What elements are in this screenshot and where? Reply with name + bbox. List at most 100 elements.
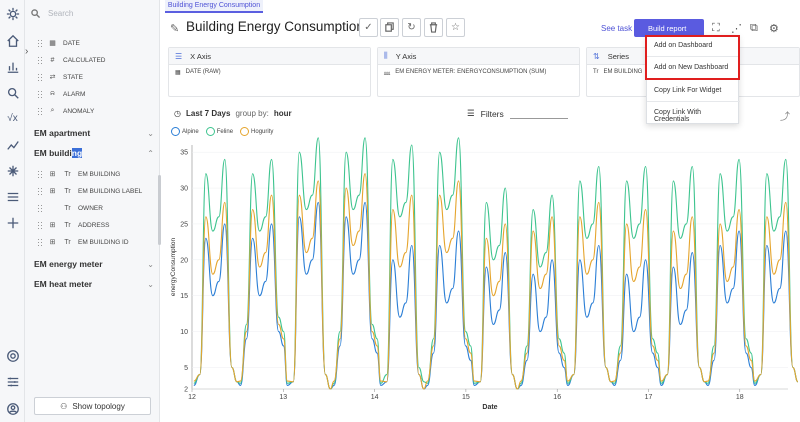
clock-icon: ◷ [174,109,181,118]
see-task-link[interactable]: See task [601,24,633,33]
filter-input-underline[interactable] [509,118,568,119]
y-tick-label: 10 [180,329,188,336]
legend-item-hogurity[interactable]: Hogurity [240,127,273,136]
drag-handle-icon[interactable] [37,73,43,81]
copy-button[interactable] [380,18,399,37]
y-tick-label: 2 [184,387,188,394]
columns-icon: ⫼ [384,51,388,60]
icon-rail: √x [0,0,25,422]
field-em-building[interactable]: ⊞ Tr EM BUILDING [37,166,167,182]
drag-handle-icon[interactable] [37,187,43,195]
text-type-icon: Tr [64,170,71,178]
field-alarm[interactable]: ⍾ ALARM [37,86,167,102]
expand-icon[interactable]: ⊞ [49,171,56,178]
x-tick-label: 18 [736,394,744,401]
drag-handle-icon[interactable] [37,39,43,47]
drag-handle-icon[interactable] [37,170,43,178]
user-icon[interactable] [4,400,21,417]
drag-handle-icon[interactable] [37,238,43,246]
settings-icon[interactable] [4,347,21,364]
field-em-building-id[interactable]: ⊞ Tr EM BUILDING ID [37,234,167,250]
text-type-icon: Tr [593,69,599,75]
filter-icon: ☰ [467,108,475,118]
menu-item-add-on-new-dashboard[interactable]: Add on New Dashboard [654,64,729,71]
x-axis-panel[interactable]: ☰ X Axis ▦ DATE (RAW) [168,47,371,97]
field-state[interactable]: ⇄ STATE [37,69,167,85]
group-em-heat-meter[interactable]: EM heat meter ⌄ [34,279,154,289]
series-icon: ⇅ [593,51,600,61]
x-tick-label: 15 [462,394,470,401]
clone-icon[interactable]: ⧉ [750,22,758,34]
sidebar-scrollbar[interactable] [158,175,161,245]
drag-handle-icon[interactable] [37,221,43,229]
refresh-icon: ↻ [407,22,416,33]
drag-handle-icon[interactable] [37,90,43,98]
field-em-building-label[interactable]: ⊞ Tr EM BUILDING LABEL [37,183,167,199]
series-line-hogurity [193,173,799,390]
show-topology-button[interactable]: ⚇ Show topology [34,397,151,415]
expand-icon[interactable]: ⊞ [49,222,56,229]
group-em-energy-meter[interactable]: EM energy meter ⌄ [34,259,154,269]
time-range-selector[interactable]: ◷ Last 7 Days group by: hour [174,109,292,118]
chevron-up-icon[interactable]: ⌃ [147,148,154,158]
search-box[interactable]: Search [31,6,151,20]
x-tick-label: 16 [553,394,561,401]
page-title[interactable]: Building Energy Consumption [186,19,364,34]
search-placeholder: Search [48,8,74,18]
share-icon[interactable]: ⋰ [731,23,742,35]
expand-icon[interactable]: ⊞ [49,239,56,246]
text-type-icon: Tr [64,238,71,246]
chevron-down-icon[interactable]: ⌄ [147,259,154,269]
field-date[interactable]: ▦ DATE [37,35,167,51]
search-icon [31,8,40,18]
group-em-apartment[interactable]: EM apartment ⌄ [34,128,154,138]
data-model-panel: Search › ▦ DATE # CALCULATED ⇄ STATE ⍾ A… [25,0,160,422]
field-anomaly[interactable]: ⌕ ANOMALY [37,103,167,119]
drag-handle-icon[interactable] [37,56,43,64]
menu-item-copy-link-widget[interactable]: Copy Link For Widget [654,87,722,94]
formula-icon[interactable]: √x [7,113,18,124]
chevron-down-icon[interactable]: ⌄ [147,279,154,289]
bar-chart-icon[interactable] [4,58,21,75]
confirm-button[interactable]: ✓ [359,18,378,37]
gear-icon[interactable]: ⚙ [769,23,779,35]
trend-chart-icon[interactable]: ⤴ [780,112,790,123]
favorite-button[interactable]: ☆ [446,18,465,37]
sliders-icon[interactable] [4,373,21,390]
legend-item-alpine[interactable]: Alpine [171,127,199,136]
collapse-chevron-icon[interactable]: › [25,46,29,57]
tab-building-energy-consumption[interactable]: Building Energy Consumption [165,0,263,13]
edit-title-icon[interactable]: ✎ [170,23,180,35]
field-address[interactable]: ⊞ Tr ADDRESS [37,217,167,233]
drag-handle-icon[interactable] [37,204,43,212]
trend-icon[interactable] [4,136,21,153]
y-tick-label: 5 [184,365,188,372]
menu-icon[interactable] [4,188,21,205]
y-tick-label: 30 [180,186,188,193]
refresh-button[interactable]: ↻ [402,18,421,37]
chevron-down-icon[interactable]: ⌄ [147,128,154,138]
add-icon[interactable] [4,214,21,231]
search-chart-icon[interactable] [4,84,21,101]
field-owner[interactable]: Tr OWNER [37,200,167,216]
menu-item-copy-link-credentials[interactable]: Copy Link With Credentials [654,109,702,123]
filters-control[interactable]: ☰ Filters [467,108,568,119]
topology-icon: ⚇ [60,401,68,411]
sparkle-icon[interactable] [4,162,21,179]
y-axis-panel[interactable]: ⫼ Y Axis ⅏ EM ENERGY METER: ENERGYCONSUMPT… [377,47,580,97]
logo-icon[interactable] [4,5,21,22]
anomaly-icon: ⌕ [50,107,55,114]
calendar-icon: ▦ [175,70,181,76]
fullscreen-icon[interactable]: ⛶ [712,22,720,34]
group-em-building[interactable]: EM building ⌃ [34,148,154,158]
expand-icon[interactable]: ⊞ [49,188,56,195]
build-report-button[interactable]: Build report [634,19,704,37]
legend-item-feline[interactable]: Feline [205,127,233,136]
delete-button[interactable] [424,18,443,37]
y-tick-label: 25 [180,221,188,228]
drag-handle-icon[interactable] [37,107,43,115]
home-icon[interactable] [4,32,21,49]
menu-item-add-on-dashboard[interactable]: Add on Dashboard [654,42,713,49]
legend-swatch [240,127,250,136]
field-calculated[interactable]: # CALCULATED [37,52,167,68]
